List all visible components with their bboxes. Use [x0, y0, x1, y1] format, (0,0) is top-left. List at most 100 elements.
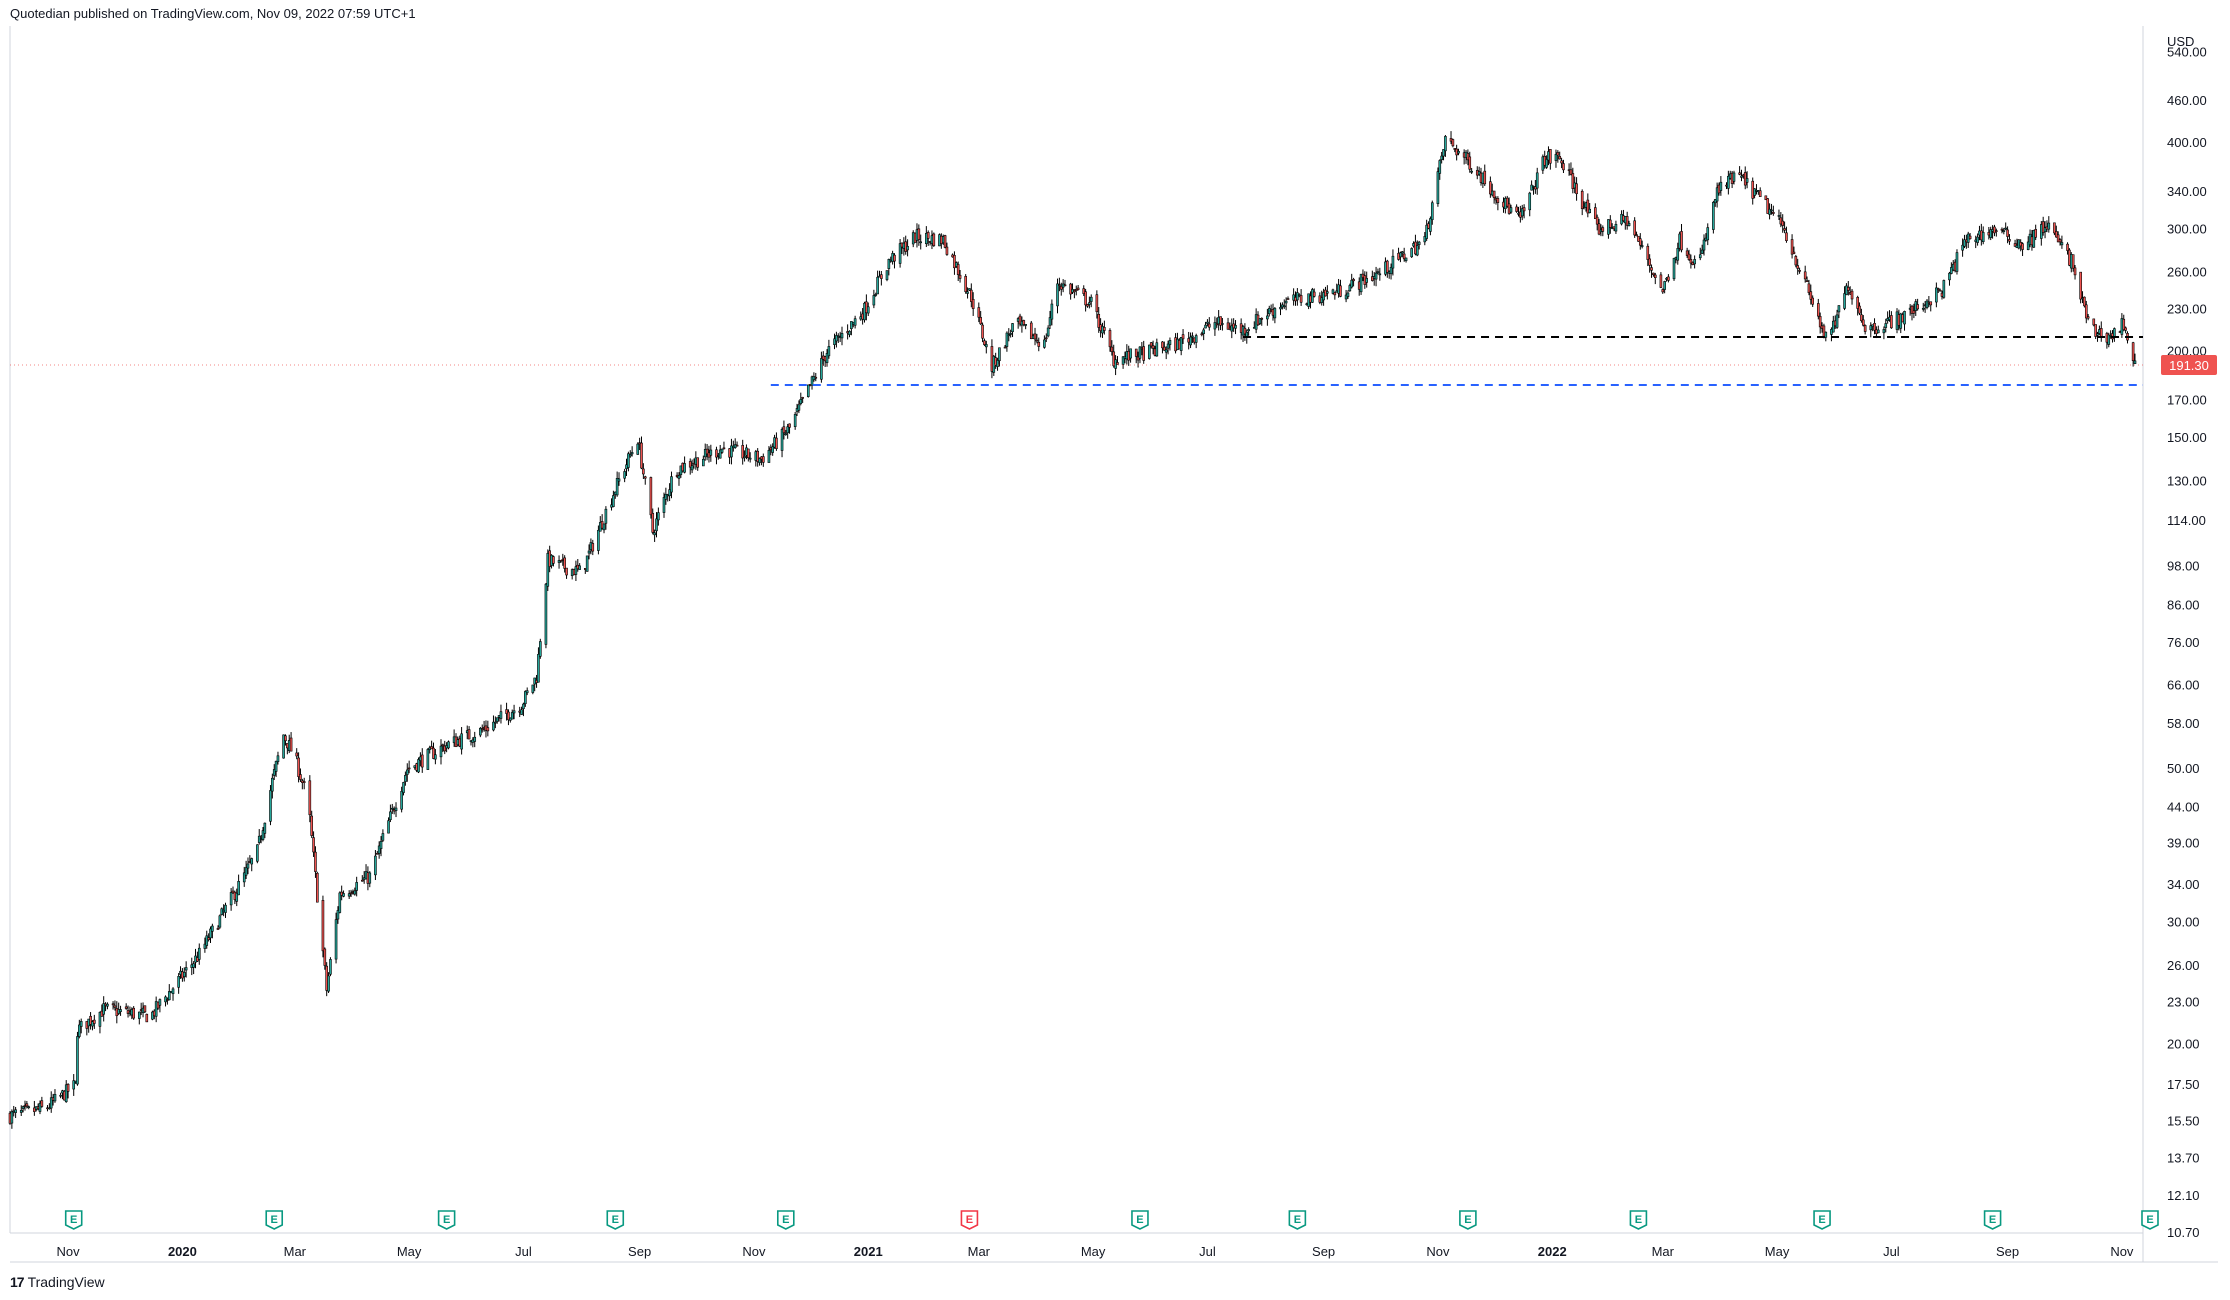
candle-down [1571, 173, 1575, 189]
candle-up [1770, 209, 1773, 212]
candle-down [926, 232, 930, 239]
candle-up [1399, 252, 1402, 258]
candle-down [688, 461, 692, 468]
candle-up [2002, 230, 2006, 233]
earnings-marker [1459, 1210, 1477, 1230]
candle-down [1738, 172, 1741, 175]
candle-up [1391, 255, 1395, 269]
candle-up [1415, 245, 1419, 256]
candle-down [443, 745, 447, 752]
candle-up [1627, 223, 1631, 227]
earnings-marker [2141, 1210, 2159, 1230]
candle-down [2008, 239, 2011, 242]
candle-up [27, 1106, 31, 1108]
candle-up [1963, 239, 1966, 247]
candle-up [1048, 317, 1052, 326]
candle-up [1206, 321, 1209, 324]
candle-up [1155, 342, 1159, 357]
candle-down [216, 927, 220, 930]
candle-up [628, 454, 632, 457]
candle-down [1873, 323, 1876, 331]
earnings-marker-label: E [1464, 1214, 1471, 1226]
tradingview-logo[interactable]: 17 TradingView [10, 1274, 105, 1290]
candle-down [1586, 199, 1590, 214]
candle-up [342, 893, 345, 897]
candle-down [1215, 323, 1219, 326]
candle-down [1938, 289, 1942, 292]
candle-up [1554, 153, 1558, 161]
chart-frame [9, 26, 2218, 1263]
candle-down [1082, 288, 1086, 294]
candle-down [308, 780, 312, 816]
time-tick-label: 2020 [168, 1244, 197, 1259]
candle-up [1950, 267, 1953, 274]
candle-up [544, 583, 548, 645]
candle-up [1024, 324, 1027, 326]
candlestick-series [8, 131, 2137, 1129]
candle-down [1333, 292, 1337, 296]
candle-down [2122, 318, 2126, 330]
candle-up [394, 807, 398, 811]
candle-up [1457, 151, 1460, 154]
candle-down [1790, 239, 1794, 255]
candle-up [780, 429, 784, 451]
candle-up [246, 863, 250, 869]
candle-up [853, 318, 857, 326]
time-tick-label: May [1081, 1244, 1106, 1259]
candle-up [1417, 241, 1421, 245]
candle-down [1818, 316, 1822, 328]
candle-up [1753, 188, 1756, 196]
candle-up [810, 376, 814, 386]
candle-up [1166, 343, 1170, 349]
price-tick-label: 540.00 [2167, 45, 2207, 60]
candle-up [492, 721, 495, 731]
candle-down [782, 426, 786, 434]
candle-down [1625, 216, 1629, 226]
candle-down [1968, 235, 1972, 240]
candle-down [1161, 341, 1164, 349]
candle-up [1740, 175, 1743, 178]
candle-up [512, 710, 516, 714]
candle-down [696, 457, 700, 468]
candle-down [2053, 222, 2056, 234]
candle-up [767, 449, 771, 463]
candle-down [1402, 253, 1406, 260]
candle-up [211, 925, 214, 932]
candle-up [2096, 333, 2099, 336]
price-tick-label: 15.50 [2167, 1113, 2200, 1128]
support-lines[interactable] [770, 335, 2143, 387]
price-tick-label: 10.70 [2167, 1225, 2200, 1240]
candle-down [735, 444, 739, 447]
earnings-marker [1288, 1210, 1307, 1230]
candle-up [154, 1001, 158, 1017]
price-tick-label: 170.00 [2167, 393, 2207, 408]
candle-down [1659, 274, 1663, 288]
candle-down [1451, 139, 1455, 147]
candle-up [2113, 328, 2116, 337]
earnings-marker-label: E [2146, 1214, 2153, 1226]
candle-up [14, 1109, 17, 1113]
candle-up [1410, 248, 1413, 258]
price-axis[interactable]: 540.00 460.00 400.00 340.00 300.00 260.00 230.… [2167, 45, 2207, 1240]
candle-down [747, 448, 750, 459]
candle-up [98, 1011, 102, 1027]
candle-up [653, 532, 656, 536]
candle-up [898, 243, 902, 264]
last-price-badge [2161, 355, 2217, 376]
candle-up [177, 976, 180, 988]
candle-up [387, 820, 390, 834]
time-axis[interactable]: Nov 2020 Mar May Jul Sep Nov 2021 Mar May Jul Sep No… [57, 1244, 2134, 1259]
earnings-marker-label: E [1294, 1214, 1301, 1226]
candle-down [1029, 322, 1033, 340]
candle-up [218, 915, 222, 928]
candle-up [1719, 181, 1723, 191]
candle-up [1121, 356, 1125, 365]
candle-down [565, 567, 568, 576]
candle-up [574, 566, 578, 575]
candle-up [38, 1102, 42, 1112]
candle-down [643, 476, 647, 479]
candle-up [1470, 170, 1473, 173]
candle-up [985, 344, 988, 348]
